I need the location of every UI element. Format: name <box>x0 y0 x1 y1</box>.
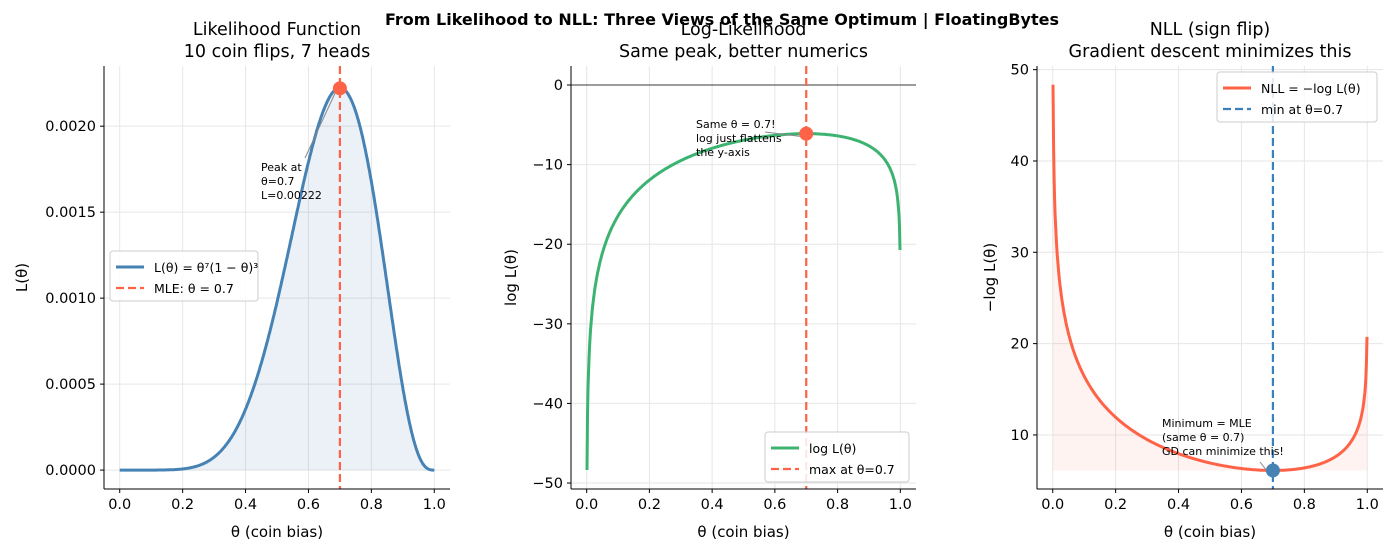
figure-suptitle: From Likelihood to NLL: Three Views of t… <box>385 10 1059 30</box>
subplot-3: Minimum = MLE (same θ = 0.7) GD can minimi… <box>981 20 1383 541</box>
x-tick-label: 1.0 <box>423 497 446 513</box>
annotation-line: the y-axis <box>696 146 750 159</box>
annotation-line: L=0.00222 <box>261 189 322 202</box>
x-axis-label: θ (coin bias) <box>697 523 789 541</box>
optimum-marker <box>332 81 347 96</box>
subplot-subtitle: Gradient descent minimizes this <box>1069 42 1352 62</box>
legend-label-vline: max at θ=0.7 <box>809 462 895 477</box>
legend-box <box>764 431 910 483</box>
subplot-title: Log-Likelihood <box>681 20 807 40</box>
area-fill <box>1053 84 1367 471</box>
series-line <box>1051 84 1369 472</box>
x-tick-label: 0.8 <box>1293 497 1316 513</box>
annotation-line: θ=0.7 <box>261 175 294 188</box>
subplot-1: Peak at θ=0.7 L=0.00222 0.0 0.2 0.4 0.6 0.8 1.0 0… <box>13 20 450 541</box>
optimum-marker <box>1265 463 1280 478</box>
x-tick-label: 0.2 <box>1104 497 1127 513</box>
y-tick-label: 0.0010 <box>45 291 96 307</box>
x-tick-label: 0.8 <box>826 497 849 513</box>
x-tick-label: 0.0 <box>108 497 131 513</box>
x-tick-label: 0.6 <box>297 497 320 513</box>
annotation-arrow <box>764 131 803 138</box>
y-tick-label: 0.0005 <box>45 377 96 393</box>
annotation-line: Minimum = MLE <box>1162 417 1252 430</box>
x-tick-label: 0.8 <box>360 497 383 513</box>
legend-box <box>109 250 259 302</box>
legend-label-vline: min at θ=0.7 <box>1261 102 1343 117</box>
x-tick-label: 0.0 <box>1041 497 1064 513</box>
legend-label-series: L(θ) = θ⁷(1 − θ)³ <box>154 260 258 275</box>
x-tick-label: 0.6 <box>1230 497 1253 513</box>
annotation-text: Minimum = MLE (same θ = 0.7) GD can minimi… <box>1162 417 1284 458</box>
optimum-marker <box>799 126 814 141</box>
annotation-line: log just flattens <box>696 132 782 145</box>
x-tick-label: 0.2 <box>638 497 661 513</box>
y-tick-label: 0.0000 <box>45 463 96 479</box>
legend: NLL = −log L(θ) min at θ=0.7 <box>1216 71 1378 123</box>
legend-box <box>1216 71 1378 123</box>
x-tick-label: 0.4 <box>701 497 724 513</box>
x-tick-label: 0.6 <box>763 497 786 513</box>
y-tick-label: 50 <box>1011 63 1029 79</box>
annotation-text: Peak at θ=0.7 L=0.00222 <box>261 161 322 202</box>
y-tick-label: 40 <box>1011 154 1029 170</box>
annotation-line: (same θ = 0.7) <box>1162 431 1244 444</box>
x-axis-label: θ (coin bias) <box>231 523 323 541</box>
legend: log L(θ) max at θ=0.7 <box>764 431 910 483</box>
series-line <box>119 86 435 472</box>
y-tick-label: 0 <box>554 78 563 94</box>
y-tick-label: −30 <box>532 317 563 333</box>
subplot-subtitle: Same peak, better numerics <box>619 42 868 62</box>
annotation-line: Peak at <box>261 161 302 174</box>
legend: L(θ) = θ⁷(1 − θ)³ MLE: θ = 0.7 <box>109 250 259 302</box>
y-tick-label: −20 <box>532 237 563 253</box>
series-line <box>585 132 902 471</box>
annotation-text: Same θ = 0.7! log just flattens the y-axis <box>696 118 782 159</box>
annotation-line: GD can minimize this! <box>1162 445 1284 458</box>
y-axis-label: L(θ) <box>13 263 31 292</box>
y-tick-label: −40 <box>532 396 563 412</box>
x-tick-label: 0.2 <box>171 497 194 513</box>
x-tick-label: 1.0 <box>889 497 912 513</box>
y-tick-label: 30 <box>1011 245 1029 261</box>
y-tick-label: 0.0020 <box>45 119 96 135</box>
y-tick-label: 0.0015 <box>45 205 96 221</box>
annotation-arrow <box>304 91 337 159</box>
y-tick-label: 20 <box>1011 337 1029 353</box>
legend-label-series: log L(θ) <box>809 441 856 456</box>
y-tick-label: −50 <box>532 476 563 492</box>
y-axis-label: −log L(θ) <box>981 243 999 312</box>
y-tick-label: 10 <box>1011 428 1029 444</box>
annotation-line: Same θ = 0.7! <box>696 118 776 131</box>
x-axis-label: θ (coin bias) <box>1164 523 1256 541</box>
subplot-2: Same θ = 0.7! log just flattens the y-axis… <box>502 20 916 541</box>
x-tick-label: 0.0 <box>575 497 598 513</box>
area-fill <box>119 87 435 471</box>
y-axis-label: log L(θ) <box>502 249 520 306</box>
y-tick-label: −10 <box>532 158 563 174</box>
x-tick-label: 0.4 <box>1167 497 1190 513</box>
subplot-title: NLL (sign flip) <box>1150 20 1271 40</box>
x-tick-label: 1.0 <box>1356 497 1379 513</box>
x-tick-label: 0.4 <box>234 497 257 513</box>
legend-label-series: NLL = −log L(θ) <box>1261 81 1361 96</box>
subplot-subtitle: 10 coin flips, 7 heads <box>184 42 370 62</box>
subplot-title: Likelihood Function <box>193 20 361 40</box>
legend-label-vline: MLE: θ = 0.7 <box>154 281 234 296</box>
